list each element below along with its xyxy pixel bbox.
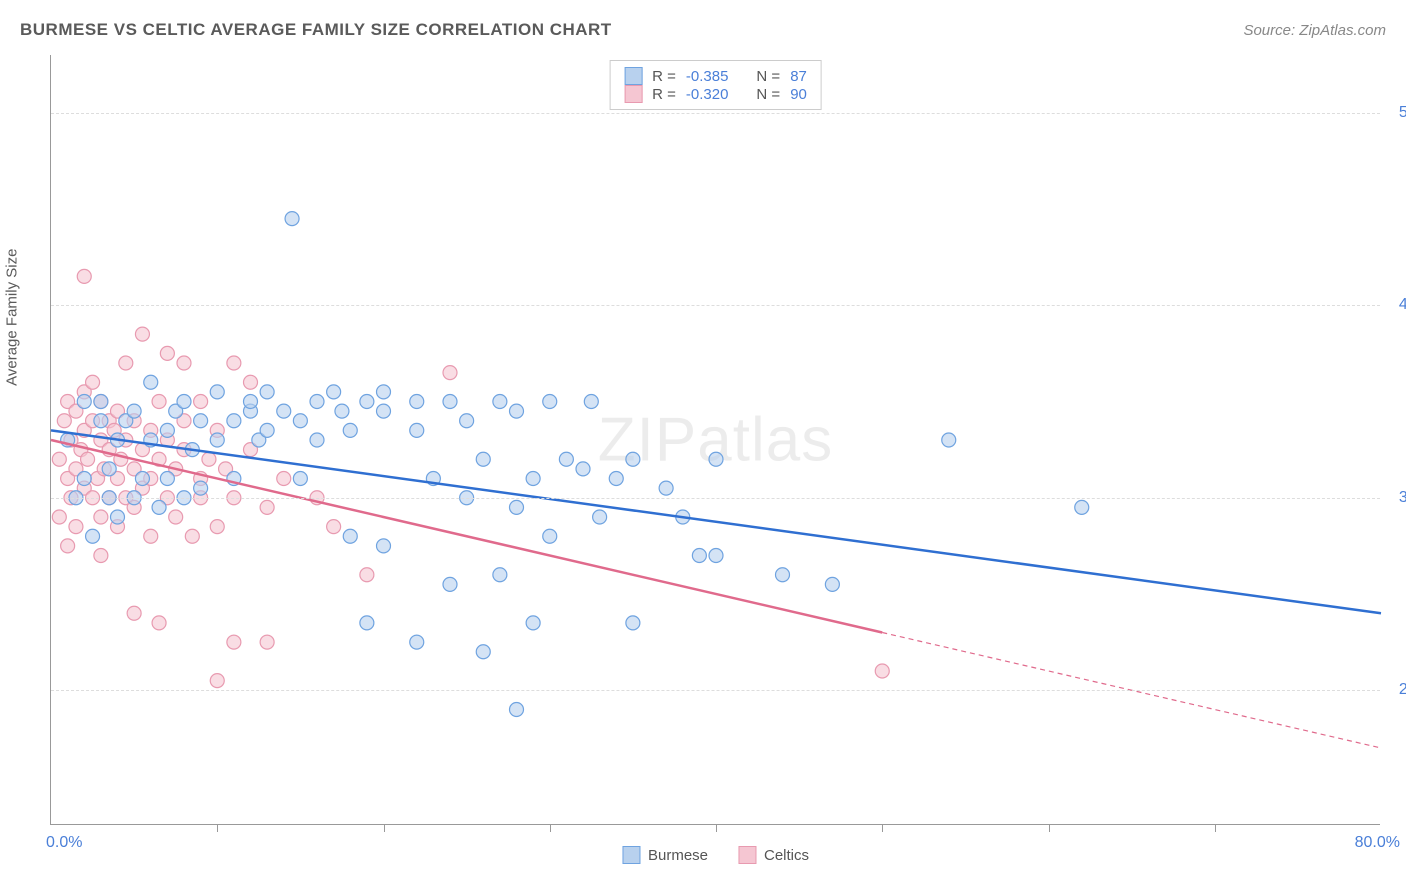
y-axis-label: Average Family Size [4,249,21,386]
y-tick-label: 4.00 [1399,296,1406,314]
legend-swatch-burmese [622,846,640,864]
trend-layer [51,55,1380,824]
x-axis-min-label: 0.0% [46,834,82,852]
legend-item-celtics: Celtics [738,846,809,864]
legend-bottom: Burmese Celtics [622,846,809,864]
y-tick-label: 3.00 [1399,489,1406,507]
plot-area: ZIPatlas R = -0.385 N = 87 R = -0.320 N … [50,55,1380,825]
x-axis-max-label: 80.0% [1355,834,1400,852]
legend-item-burmese: Burmese [622,846,708,864]
chart-title: BURMESE VS CELTIC AVERAGE FAMILY SIZE CO… [20,20,612,40]
source-label: Source: ZipAtlas.com [1243,22,1386,39]
y-tick-label: 2.00 [1399,681,1406,699]
y-tick-label: 5.00 [1399,104,1406,122]
legend-swatch-celtics [738,846,756,864]
